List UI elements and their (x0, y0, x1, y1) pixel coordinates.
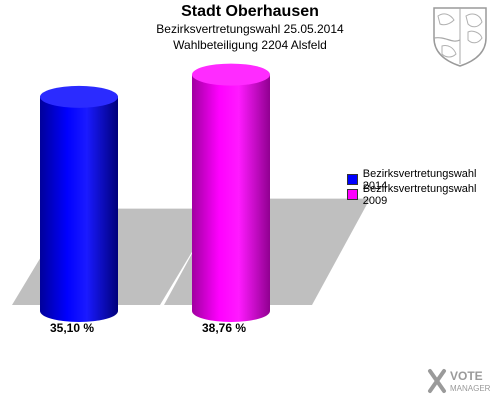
bar-2009-body (192, 74, 270, 323)
legend-swatch-2014 (347, 174, 358, 185)
chart-legend: Bezirksvertretungswahl 2014 Bezirksvertr… (347, 168, 500, 207)
page-title: Stadt Oberhausen (181, 3, 319, 20)
bar-2009-top (192, 63, 270, 86)
legend-item-2014: Bezirksvertretungswahl 2014 (347, 168, 500, 192)
bar-2014-body (40, 96, 118, 322)
vote-manager-logo: VOTE MANAGER (428, 369, 491, 393)
legend-item-2009: Bezirksvertretungswahl 2009 (347, 183, 500, 207)
coat-of-arms-icon (433, 7, 487, 67)
bar-2009 (192, 63, 270, 323)
brand-line2: MANAGER (450, 384, 491, 393)
chart-subtitle: Bezirksvertretungswahl 25.05.2014 (156, 22, 344, 36)
legend-swatch-2009 (347, 189, 358, 200)
legend-label-2014: Bezirksvertretungswahl 2014 (362, 167, 477, 192)
chart-subtitle-turnout: Wahlbeteiligung 2204 Alsfeld (173, 38, 327, 52)
bar-2014 (40, 85, 118, 322)
bar-value-label-2009: 38,76 % (201, 321, 247, 335)
brand-line1: VOTE (450, 369, 483, 383)
bar-2014-top (40, 85, 118, 108)
legend-label-2009: Bezirksvertretungswahl 2009 (362, 182, 477, 207)
bar-value-label-2014: 35,10 % (49, 321, 95, 335)
